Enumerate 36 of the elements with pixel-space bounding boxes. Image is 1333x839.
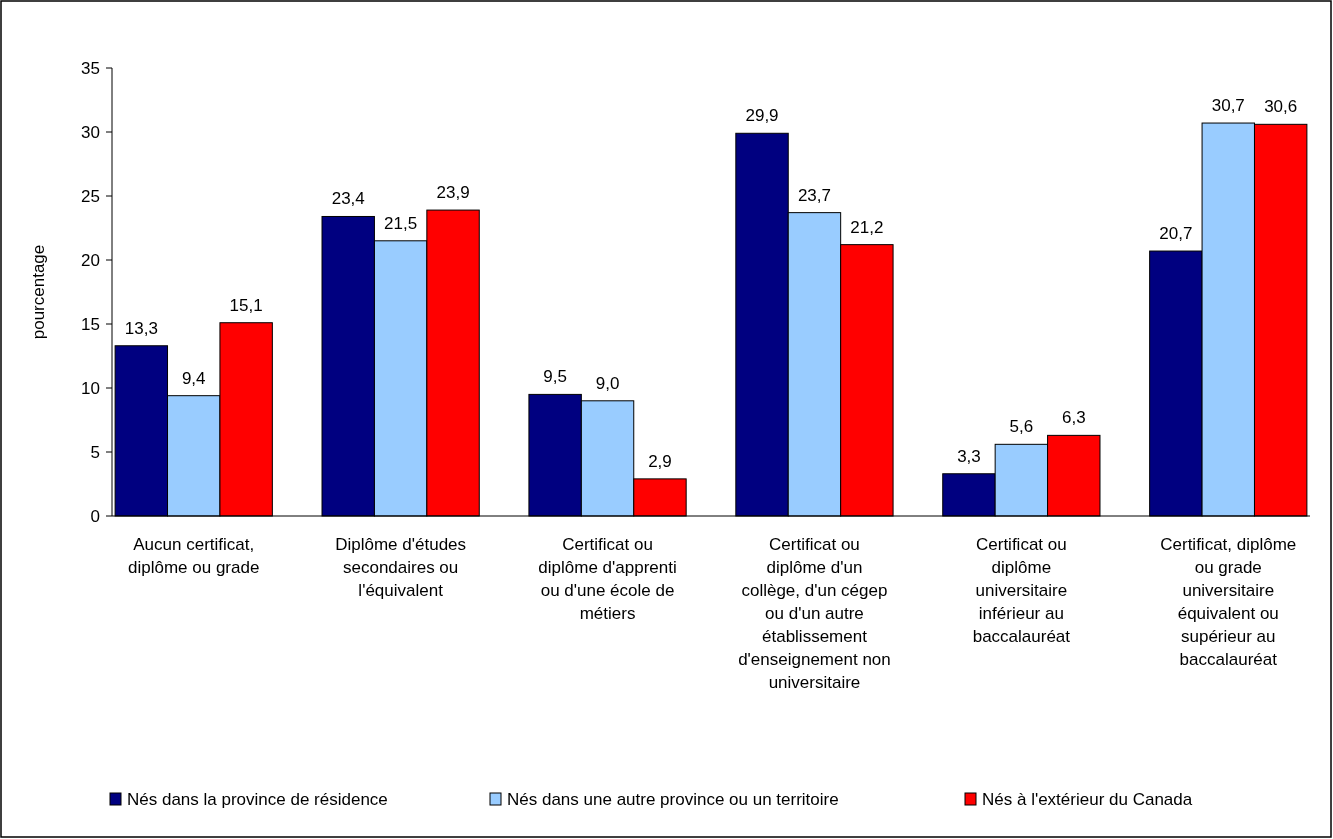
data-label: 30,7: [1211, 96, 1245, 116]
data-label: 9,4: [181, 368, 206, 388]
y-tick-label: 15: [81, 314, 100, 334]
y-tick-label: 25: [81, 186, 100, 206]
data-label: 5,6: [1009, 417, 1034, 437]
data-label: 9,0: [595, 373, 620, 393]
y-tick-label: 30: [81, 122, 100, 142]
y-axis-title: pourcentage: [29, 244, 48, 340]
data-label: 3,3: [957, 446, 981, 466]
data-label: 9,5: [543, 367, 567, 387]
data-label: 29,9: [745, 106, 779, 126]
data-label: 2,9: [648, 451, 672, 471]
x-tick-label: Certificat, diplôme ou grade universitaire équivalent ou supérieur au baccalauréat: [1160, 535, 1297, 669]
legend-label: Nés dans une autre province ou un territoire: [507, 790, 839, 809]
x-tick-label: Certificat ou diplôme d'apprenti ou d'une école de métiers: [538, 535, 677, 623]
x-tick-label: Diplôme d'études secondaires ou l'équivalent: [335, 535, 467, 600]
x-tick-label: Certificat ou diplôme d'un collège, d'un cégep ou d'un autre établissement d'enseignement non universitaire: [738, 535, 891, 692]
data-label: 21,5: [384, 213, 418, 233]
data-label: 23,4: [331, 189, 365, 209]
data-label: 21,2: [850, 217, 884, 237]
data-label: 23,9: [436, 183, 470, 203]
legend-label: Nés à l'extérieur du Canada: [982, 790, 1193, 809]
y-tick-label: 0: [90, 506, 100, 526]
y-tick-label: 5: [90, 442, 100, 462]
data-label: 6,3: [1061, 408, 1086, 428]
legend-label: Nés dans la province de résidence: [127, 790, 388, 809]
y-tick-label: 20: [81, 250, 100, 270]
x-tick-label: Certificat ou diplôme universitaire inférieur au baccalauréat: [972, 535, 1071, 646]
y-tick-label: 10: [81, 378, 100, 398]
data-label: 13,3: [124, 318, 158, 338]
y-tick-label: 35: [81, 58, 100, 78]
data-label: 20,7: [1159, 224, 1193, 244]
data-label: 30,6: [1264, 97, 1298, 117]
x-tick-label: Aucun certificat, diplôme ou grade: [128, 535, 260, 577]
data-label: 23,7: [797, 185, 831, 205]
data-label: 15,1: [229, 295, 263, 315]
